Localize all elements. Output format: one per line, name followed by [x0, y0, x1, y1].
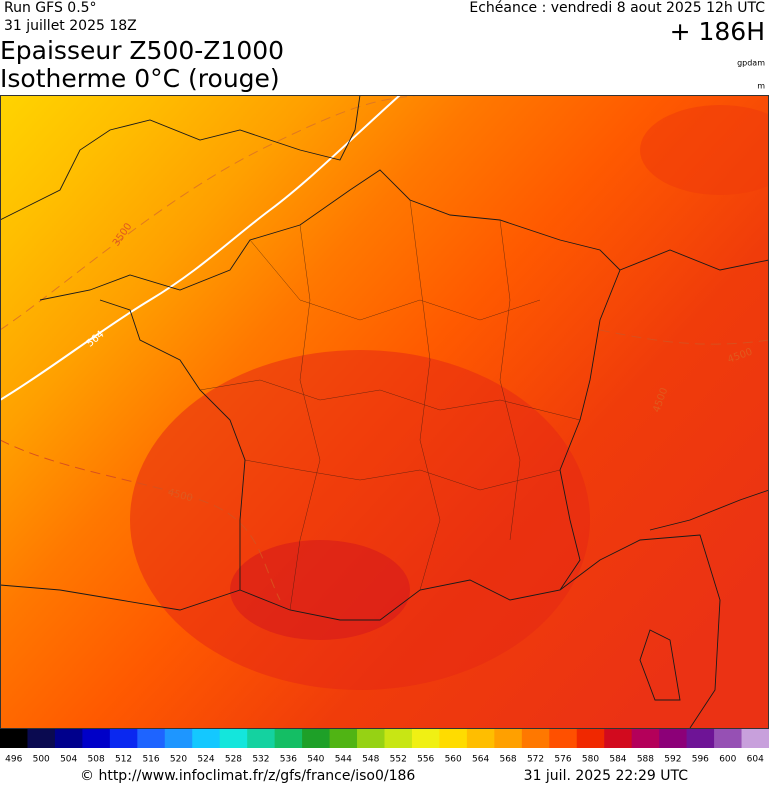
- colorbar-label: 504: [60, 755, 77, 765]
- colorbar-swatch: [686, 729, 715, 748]
- colorbar-swatch: [192, 729, 221, 748]
- colorbar-label: 552: [390, 755, 407, 765]
- colorbar-label: 544: [335, 755, 352, 765]
- colorbar-swatch: [54, 729, 83, 748]
- colorbar-label: 588: [637, 755, 654, 765]
- colorbar-swatch: [494, 729, 523, 748]
- colorbar-label: 580: [582, 755, 599, 765]
- colorbar-label: 524: [197, 755, 214, 765]
- colorbar-label: 572: [527, 755, 544, 765]
- unit-label: m: [757, 82, 765, 91]
- colorbar-swatch: [164, 729, 193, 748]
- colorbar-swatch: [302, 729, 331, 748]
- colorbar-swatch: [631, 729, 660, 748]
- colorbar-label: 604: [747, 755, 764, 765]
- colorbar-swatch: [411, 729, 440, 748]
- colorbar-swatch: [604, 729, 633, 748]
- colorbar: 496 500 504 508 512 516 520 524 528 532 536 540 544 5…: [0, 729, 769, 765]
- colorbar-swatch: [219, 729, 248, 748]
- colorbar-label: 500: [33, 755, 50, 765]
- colorbar-label: 564: [472, 755, 489, 765]
- contour-line: [599, 329, 769, 345]
- colorbar-swatch: [521, 729, 550, 748]
- contour-line: [0, 439, 281, 601]
- colorbar-label: 532: [252, 755, 269, 765]
- unit-label: gpdam: [737, 59, 765, 68]
- colorbar-swatch: [659, 729, 688, 748]
- colorbar-label: 540: [307, 755, 324, 765]
- colorbar-label: 512: [115, 755, 132, 765]
- colorbar-label: 568: [499, 755, 516, 765]
- colorbar-swatch: [274, 729, 303, 748]
- generated-date: 31 juil. 2025 22:29 UTC: [524, 768, 689, 784]
- colorbar-label: 600: [719, 755, 736, 765]
- colorbar-swatch: [357, 729, 385, 748]
- colorbar-swatch: [0, 729, 28, 748]
- colorbar-label: 584: [609, 755, 626, 765]
- warm-patch: [640, 105, 769, 195]
- colorbar-swatch: [27, 729, 56, 748]
- colorbar-swatch: [714, 729, 743, 748]
- forecast-valid: Echéance : vendredi 8 aout 2025 12h UTC: [469, 0, 765, 16]
- contour-line: [0, 95, 421, 331]
- colorbar-label: 596: [692, 755, 709, 765]
- colorbar-label: 520: [170, 755, 187, 765]
- colorbar-label: 536: [280, 755, 297, 765]
- colorbar-label: 576: [554, 755, 571, 765]
- source-url[interactable]: © http://www.infoclimat.fr/z/gfs/france/…: [80, 768, 415, 784]
- colorbar-label: 592: [664, 755, 681, 765]
- colorbar-swatch: [82, 729, 111, 748]
- map-title: Epaisseur Z500-Z1000: [0, 36, 284, 65]
- colorbar-label: 496: [5, 755, 22, 765]
- colorbar-swatch: [576, 729, 605, 748]
- colorbar-swatch: [247, 729, 276, 748]
- colorbar-label: 528: [225, 755, 242, 765]
- colorbar-label: 556: [417, 755, 434, 765]
- colorbar-swatch: [137, 729, 166, 748]
- colorbar-swatch: [109, 729, 138, 748]
- colorbar-swatch: [549, 729, 578, 748]
- isotherm-line: [0, 95, 401, 401]
- model-run: Run GFS 0.5°: [4, 0, 97, 16]
- forecast-hour: + 186H: [670, 17, 765, 46]
- map-subtitle: Isotherme 0°C (rouge): [0, 64, 280, 93]
- colorbar-swatch: [384, 729, 413, 748]
- colorbar-label: 548: [362, 755, 379, 765]
- warm-core: [230, 540, 410, 640]
- departments: [199, 199, 581, 611]
- colorbar-label: 560: [445, 755, 462, 765]
- colorbar-swatch: [329, 729, 358, 748]
- map-area: 3500 564 4500 4500 4500: [0, 95, 769, 728]
- colorbar-swatch: [741, 729, 769, 748]
- colorbar-label: 516: [142, 755, 159, 765]
- warm-core: [130, 350, 590, 690]
- colorbar-swatch: [466, 729, 495, 748]
- run-date: 31 juillet 2025 18Z: [4, 18, 137, 34]
- colorbar-swatch: [439, 729, 468, 748]
- colorbar-label: 508: [88, 755, 105, 765]
